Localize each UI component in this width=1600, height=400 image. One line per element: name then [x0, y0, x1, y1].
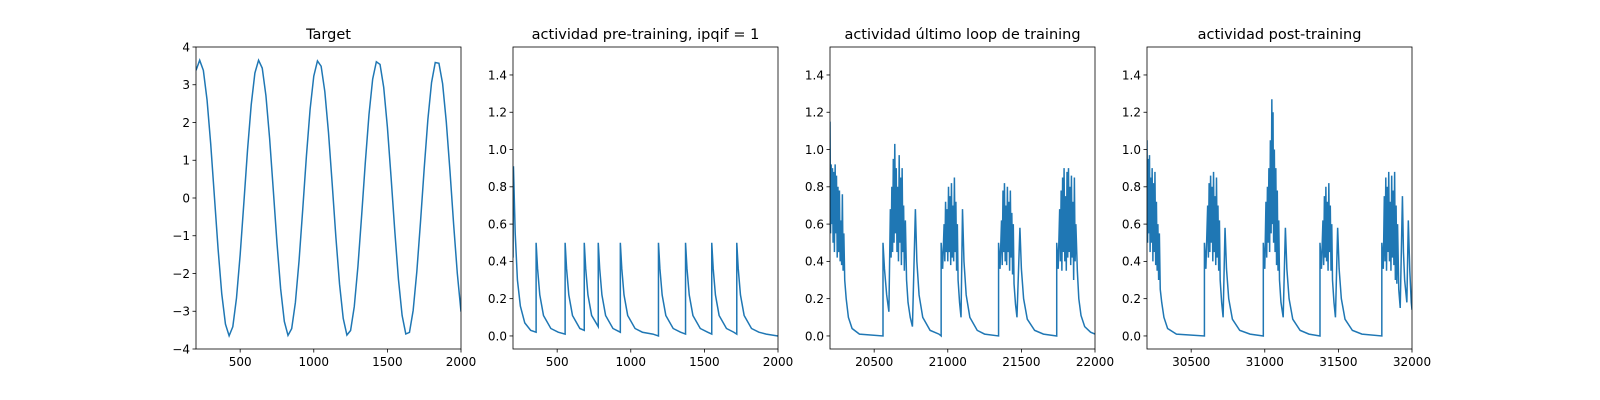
y-tick-label: 1.4	[1122, 68, 1141, 82]
data-line	[830, 121, 1095, 338]
y-tick-label: 0.2	[1122, 292, 1141, 306]
y-tick-label: 1.2	[805, 106, 824, 120]
x-tick-label: 32000	[1393, 355, 1431, 369]
panel: actividad pre-training, ipqif = 1 0.0 0.2 0…	[488, 27, 793, 369]
axes-frame	[512, 46, 779, 350]
x-tick-label: 1500	[372, 355, 403, 369]
axes-frame	[195, 46, 462, 350]
x-tick-label: 1000	[299, 355, 330, 369]
y-tick-label: 0.0	[805, 329, 824, 343]
y-tick-label: −3	[172, 305, 190, 319]
y-tick-label: 0.4	[488, 255, 507, 269]
x-tick-label: 30500	[1172, 355, 1210, 369]
panel-title: actividad último loop de training	[844, 27, 1080, 43]
y-tick-label: 0.6	[1122, 217, 1141, 231]
axes-frame	[1146, 46, 1413, 350]
data-line	[196, 58, 461, 339]
x-tick-label: 31500	[1319, 355, 1357, 369]
data-line	[1147, 99, 1412, 337]
x-tick-label: 22000	[1076, 355, 1114, 369]
y-tick-label: 0.4	[1122, 255, 1141, 269]
x-tick-label: 21500	[1002, 355, 1040, 369]
x-tick-label: 2000	[446, 355, 477, 369]
x-tick-label: 1000	[616, 355, 647, 369]
y-tick-label: −4	[172, 342, 190, 356]
y-tick-label: 0.8	[488, 180, 507, 194]
panel: actividad post-training 0.0 0.2 0.4 0.6 0.8 1.…	[1122, 27, 1431, 369]
data-line	[513, 166, 778, 337]
y-tick-label: 2	[182, 116, 190, 130]
y-tick-label: 0.2	[488, 292, 507, 306]
x-tick-label: 2000	[763, 355, 794, 369]
y-tick-label: −1	[172, 229, 190, 243]
y-tick-label: 0.6	[488, 217, 507, 231]
x-tick-label: 31000	[1246, 355, 1284, 369]
y-tick-label: 0.8	[1122, 180, 1141, 194]
y-tick-label: 1.2	[488, 106, 507, 120]
y-tick-label: 0.0	[1122, 329, 1141, 343]
y-tick-label: 1	[182, 154, 190, 168]
panel-title: actividad pre-training, ipqif = 1	[532, 27, 760, 43]
y-tick-label: 0.8	[805, 180, 824, 194]
y-tick-label: 1.0	[1122, 143, 1141, 157]
y-tick-label: 1.2	[1122, 106, 1141, 120]
y-tick-label: 0.6	[805, 217, 824, 231]
y-tick-label: 3	[182, 78, 190, 92]
y-tick-label: 1.4	[488, 68, 507, 82]
panel: Target −4 −3 −2 −1 0 1 2 3 4 500 1000 1500 2000	[172, 27, 476, 369]
y-tick-label: 0.2	[805, 292, 824, 306]
y-tick-label: 1.0	[805, 143, 824, 157]
x-tick-label: 500	[229, 355, 252, 369]
x-tick-label: 20500	[855, 355, 893, 369]
y-tick-label: 0.0	[488, 329, 507, 343]
axes-frame	[829, 46, 1096, 350]
y-tick-label: 0	[182, 191, 190, 205]
panel-title: Target	[305, 27, 351, 43]
y-tick-label: 0.4	[805, 255, 824, 269]
panel: actividad último loop de training 0.0 0.2 0…	[805, 27, 1114, 369]
y-tick-label: 1.4	[805, 68, 824, 82]
y-tick-label: 4	[182, 40, 190, 54]
x-tick-label: 500	[546, 355, 569, 369]
y-tick-label: 1.0	[488, 143, 507, 157]
panel-title: actividad post-training	[1198, 27, 1362, 43]
y-tick-label: −2	[172, 267, 190, 281]
x-tick-label: 1500	[689, 355, 720, 369]
x-tick-label: 21000	[929, 355, 967, 369]
